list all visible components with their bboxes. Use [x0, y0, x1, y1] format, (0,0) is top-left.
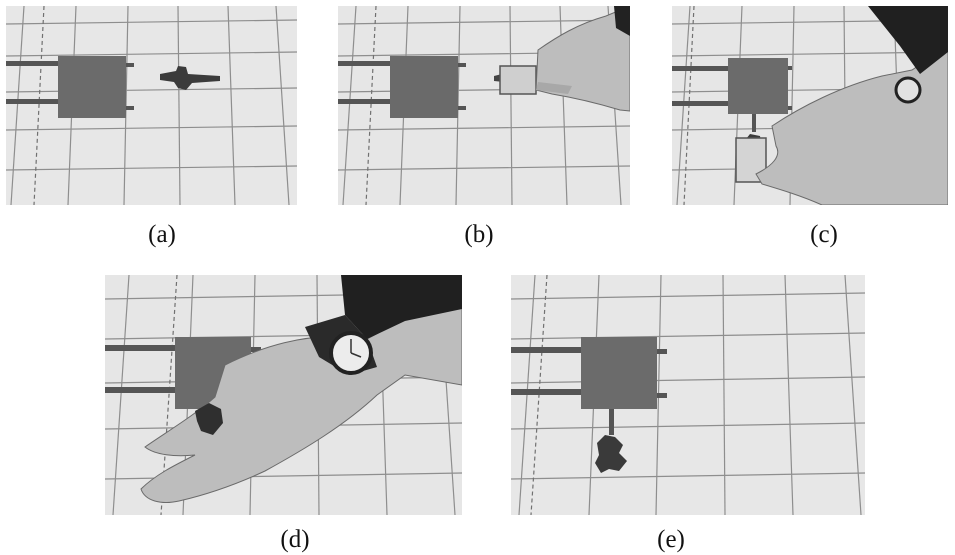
caption-c: (c) — [810, 221, 838, 248]
photo-d-graphic — [105, 275, 462, 515]
photo-panel-d — [105, 275, 462, 515]
photo-panel-e — [511, 275, 865, 515]
caption-a: (a) — [148, 221, 176, 248]
photo-b-graphic — [338, 6, 630, 205]
caption-d: (d) — [280, 526, 310, 553]
photo-e-graphic — [511, 275, 865, 515]
photo-panel-c — [672, 6, 948, 205]
caption-e: (e) — [657, 526, 685, 553]
photo-a-graphic — [6, 6, 297, 205]
caption-b: (b) — [464, 221, 494, 248]
photo-c-graphic — [672, 6, 948, 205]
photo-panel-a — [6, 6, 297, 205]
photo-panel-b — [338, 6, 630, 205]
